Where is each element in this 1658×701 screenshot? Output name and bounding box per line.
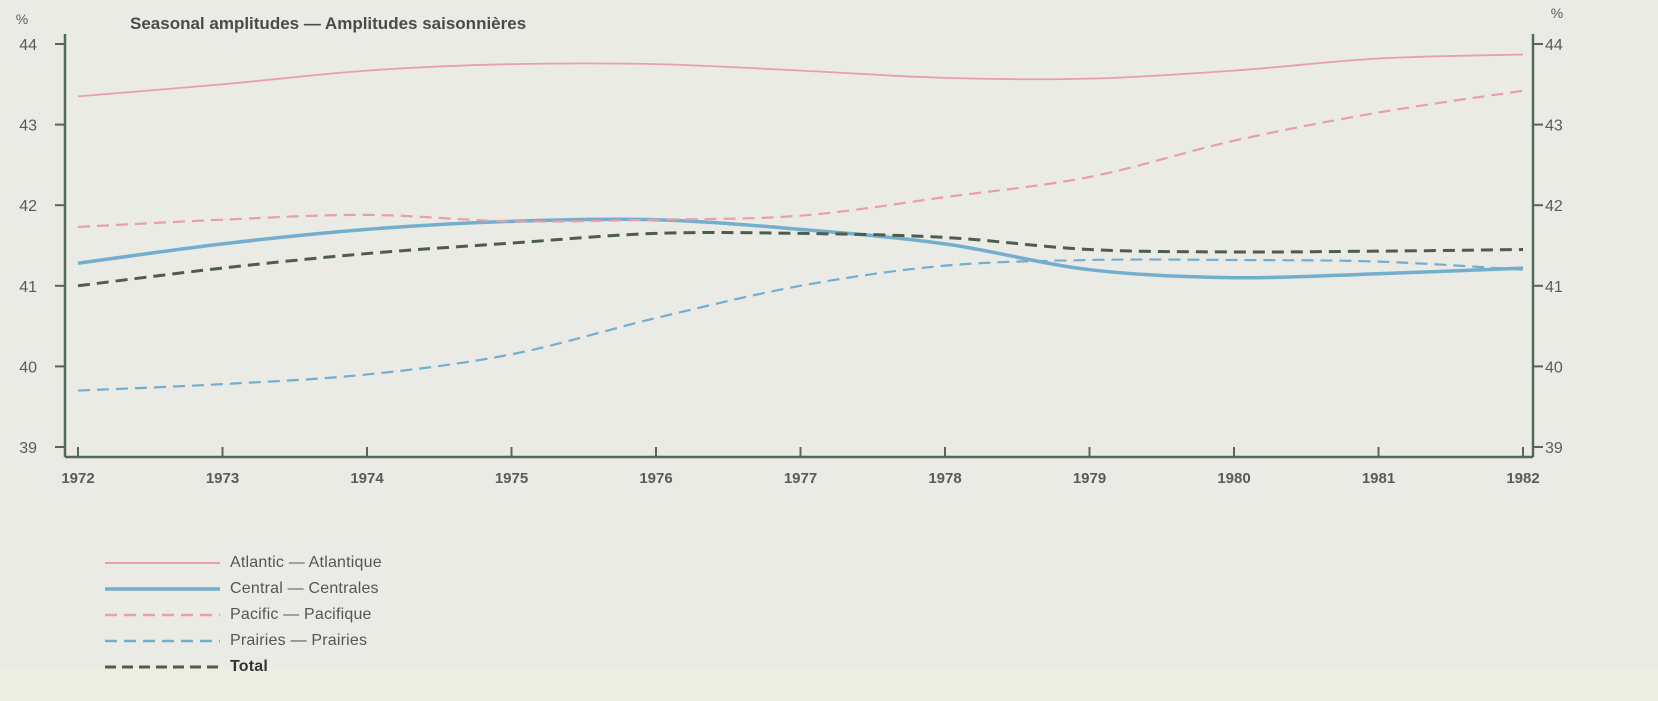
y-tick-label-right: 44 — [1545, 37, 1563, 54]
x-tick-label: 1978 — [928, 470, 961, 487]
legend-item-pacific: Pacific — Pacifique — [105, 602, 382, 628]
x-tick-label: 1972 — [61, 470, 94, 487]
legend-item-atlantic: Atlantic — Atlantique — [105, 550, 382, 576]
legend-label-prairies: Prairies — Prairies — [230, 632, 368, 649]
y-unit-label-left: % — [16, 11, 28, 27]
legend-item-total: Total — [105, 654, 382, 680]
x-tick-label: 1974 — [350, 470, 384, 487]
y-tick-label-left: 44 — [19, 37, 37, 54]
legend-label-central: Central — Centrales — [230, 580, 379, 597]
x-tick-label: 1975 — [495, 470, 528, 487]
legend-swatch-central — [105, 587, 220, 591]
legend-swatch-atlantic — [105, 562, 220, 564]
y-tick-label-right: 40 — [1545, 359, 1563, 376]
x-tick-label: 1982 — [1506, 470, 1539, 487]
y-unit-label-right: % — [1551, 5, 1563, 21]
legend-item-prairies: Prairies — Prairies — [105, 628, 382, 654]
x-tick-label: 1981 — [1362, 470, 1395, 487]
y-tick-label-right: 39 — [1545, 440, 1563, 457]
chart-title: Seasonal amplitudes — Amplitudes saisonn… — [130, 14, 527, 33]
x-tick-label: 1977 — [784, 470, 817, 487]
series-line-total — [77, 231, 1524, 288]
axes-group — [55, 34, 1543, 459]
y-tick-label-right: 42 — [1545, 198, 1563, 215]
x-tick-label: 1979 — [1073, 470, 1106, 487]
y-tick-label-right: 41 — [1545, 279, 1563, 296]
x-tick-label: 1980 — [1217, 470, 1250, 487]
series-line-pacific — [77, 89, 1524, 229]
legend-swatch-pacific — [105, 613, 220, 617]
legend-swatch-prairies — [105, 639, 220, 643]
y-tick-label-left: 41 — [19, 279, 37, 296]
tick-labels-group: 39 39 40 40 41 41 42 42 43 43 44 44% % 1972 1973 1974 19… — [16, 5, 1563, 487]
legend-label-pacific: Pacific — Pacifique — [230, 606, 372, 623]
y-tick-label-left: 40 — [19, 359, 37, 376]
y-tick-label-left: 39 — [19, 440, 37, 457]
series-group — [77, 53, 1524, 392]
legend-item-central: Central — Centrales — [105, 576, 382, 602]
legend-label-total: Total — [230, 658, 269, 675]
y-tick-label-left: 42 — [19, 198, 37, 215]
legend-swatch-total — [105, 665, 220, 669]
series-line-atlantic — [77, 53, 1524, 98]
series-line-central — [77, 217, 1524, 280]
legend-label-atlantic: Atlantic — Atlantique — [230, 554, 382, 571]
y-tick-label-right: 43 — [1545, 118, 1563, 135]
legend: Atlantic — Atlantique Central — Centrale… — [105, 550, 382, 680]
bottom-band — [0, 668, 1658, 701]
y-tick-label-left: 43 — [19, 118, 37, 135]
x-tick-label: 1973 — [206, 470, 239, 487]
x-tick-label: 1976 — [639, 470, 672, 487]
series-line-prairies — [77, 258, 1524, 392]
